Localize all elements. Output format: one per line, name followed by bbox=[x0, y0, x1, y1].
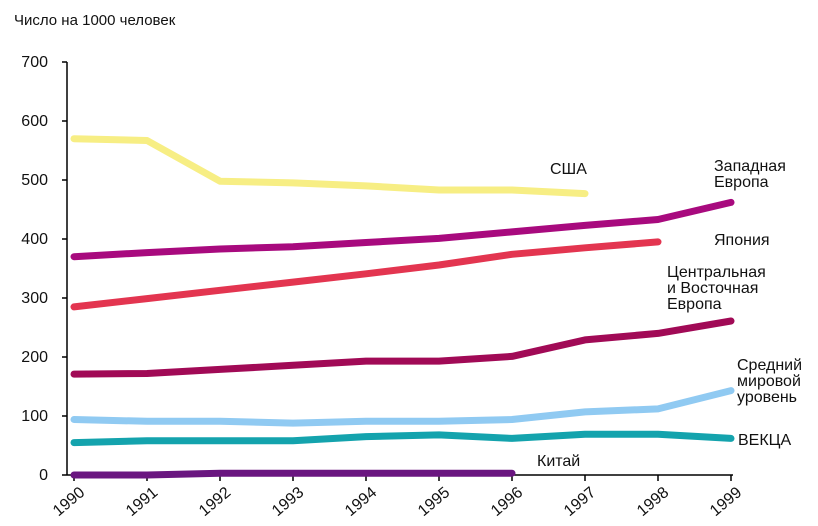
y-axis-label: Число на 1000 человек bbox=[14, 12, 176, 29]
series-line-5 bbox=[70, 430, 735, 447]
series-line-4 bbox=[70, 387, 735, 427]
x-tick-label: 1999 bbox=[707, 484, 745, 520]
y-tick-label: 200 bbox=[21, 349, 48, 366]
series-lines bbox=[70, 135, 735, 479]
y-tick-label: 500 bbox=[21, 172, 48, 189]
series-label-text: Европа bbox=[714, 174, 769, 191]
series-line-3 bbox=[70, 317, 735, 378]
series-label-text: мировой bbox=[737, 373, 801, 390]
series-label-text: Центральная bbox=[667, 264, 766, 281]
series-label-5: ВЕКЦА bbox=[738, 432, 792, 449]
y-tick-label: 300 bbox=[21, 290, 48, 307]
x-tick-label: 1996 bbox=[488, 484, 526, 520]
x-tick-label: 1995 bbox=[415, 484, 453, 520]
x-tick-label: 1994 bbox=[342, 484, 380, 520]
series-label-text: США bbox=[550, 161, 587, 178]
x-tick-label: 1992 bbox=[196, 484, 234, 520]
series-label-6: Китай bbox=[537, 453, 580, 470]
y-tick-labels: 0 100 200 300 400 500 600 700 bbox=[21, 54, 48, 484]
series-label-text: Европа bbox=[667, 296, 722, 313]
y-tick-label: 100 bbox=[21, 408, 48, 425]
series-line-2 bbox=[70, 238, 662, 311]
x-tick-label: 1997 bbox=[561, 484, 599, 520]
series-label-0: США bbox=[550, 161, 587, 178]
y-tick-label: 0 bbox=[39, 467, 48, 484]
x-tick-label: 1991 bbox=[123, 484, 161, 520]
series-label-text: Япония bbox=[714, 232, 770, 249]
series-line-1 bbox=[70, 198, 735, 261]
series-label-text: ВЕКЦА bbox=[738, 432, 792, 449]
y-tick-label: 400 bbox=[21, 231, 48, 248]
series-line-0 bbox=[70, 135, 589, 198]
series-label-2: Япония bbox=[714, 232, 770, 249]
x-tick-label: 1998 bbox=[634, 484, 672, 520]
y-tick-label: 700 bbox=[21, 54, 48, 71]
series-label-text: и Восточная bbox=[667, 280, 758, 297]
x-tick-label: 1990 bbox=[50, 484, 88, 520]
x-tick-labels: 1990 1991 1992 1993 1994 1995 1996 1997 1998 1999 bbox=[50, 484, 745, 520]
series-label-text: Средний bbox=[737, 357, 802, 374]
series-label-text: уровень bbox=[737, 389, 797, 406]
y-tick-label: 600 bbox=[21, 113, 48, 130]
series-label-text: Китай bbox=[537, 453, 580, 470]
x-tick-label: 1993 bbox=[269, 484, 307, 520]
series-label-text: Западная bbox=[714, 158, 786, 175]
series-line-6 bbox=[70, 469, 516, 479]
